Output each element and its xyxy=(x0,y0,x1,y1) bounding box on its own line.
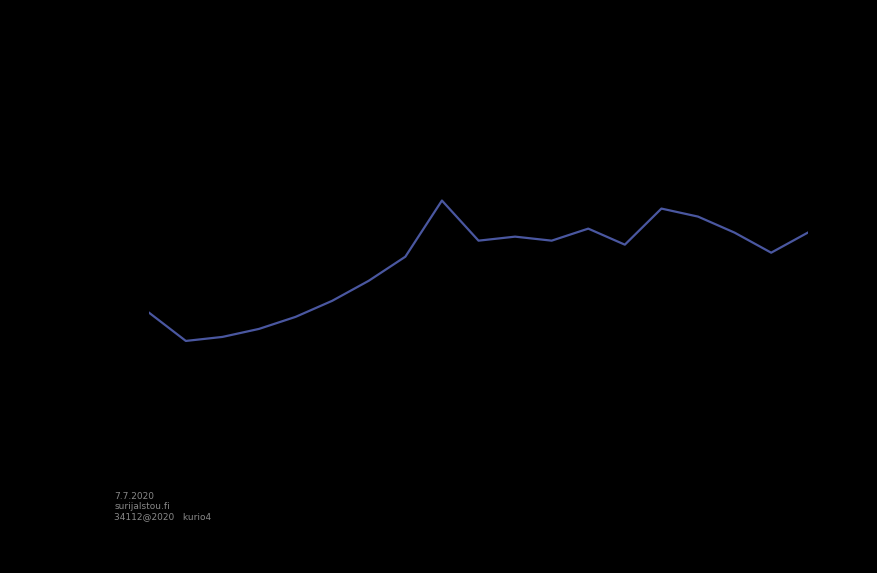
Text: 7.7.2020
surijalstou.fi
34112@2020   kurio4: 7.7.2020 surijalstou.fi 34112@2020 kurio… xyxy=(114,492,211,521)
